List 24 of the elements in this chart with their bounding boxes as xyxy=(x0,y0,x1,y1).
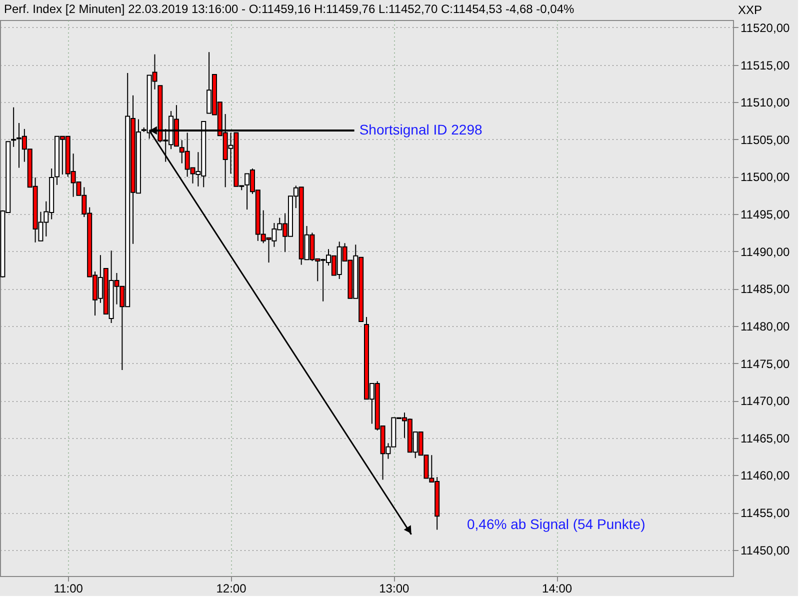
y-tick-label: 11490,00 xyxy=(740,244,790,259)
y-tick-label: 11455,00 xyxy=(740,506,790,520)
y-tick-label: 11465,00 xyxy=(740,431,790,446)
y-tick-label: 11450,00 xyxy=(740,543,790,558)
y-tick-label: 11500,00 xyxy=(740,170,790,184)
x-tick-label: 11:00 xyxy=(54,582,84,596)
y-tick-label: 11480,00 xyxy=(740,319,790,334)
y-tick-label: 11510,00 xyxy=(740,96,790,110)
x-tick-label: 13:00 xyxy=(379,582,410,596)
x-tick-label: 14:00 xyxy=(542,582,572,596)
y-tick-label: 11505,00 xyxy=(740,132,790,147)
annotation: Shortsignal ID 2298 xyxy=(359,121,482,138)
y-tick-label: 11470,00 xyxy=(740,394,790,408)
annotation: 0,46% ab Signal (54 Punkte) xyxy=(467,516,646,532)
chart-title: Perf. Index [2 Minuten] 22.03.2019 13:16:00 - O:11459,16 H:11459,76 L:11452,70 C:11454,53 -4,68 -0,04% xyxy=(4,2,575,16)
y-tick-label: 11515,00 xyxy=(740,58,790,72)
y-tick-label: 11495,00 xyxy=(740,208,790,222)
y-tick-label: 11475,00 xyxy=(740,356,790,371)
y-tick-label: 11460,00 xyxy=(740,468,790,483)
x-tick-label: 12:00 xyxy=(216,582,247,596)
candlestick xyxy=(11,106,16,148)
y-tick-label: 11520,00 xyxy=(740,20,790,35)
text: XXP xyxy=(738,3,762,17)
y-tick-label: 11485,00 xyxy=(740,282,790,296)
